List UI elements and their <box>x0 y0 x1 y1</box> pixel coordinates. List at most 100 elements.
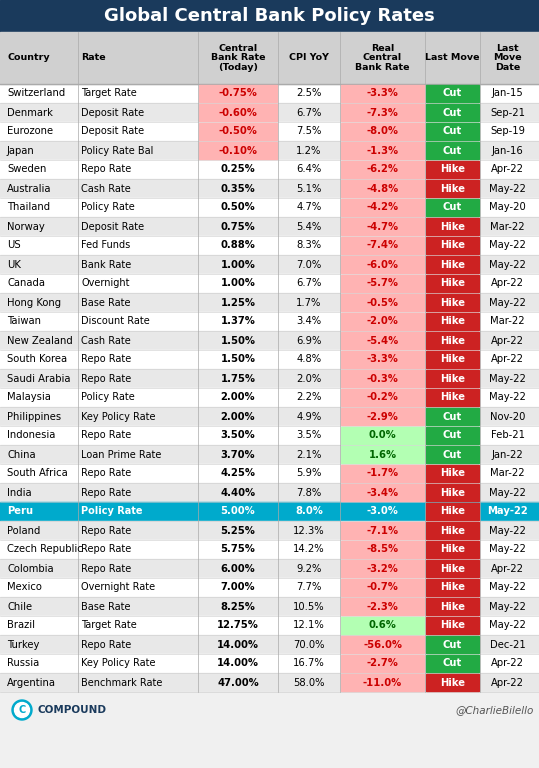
Text: Mar-22: Mar-22 <box>490 468 525 478</box>
Text: -0.60%: -0.60% <box>218 108 258 118</box>
Bar <box>0 255 539 274</box>
Bar <box>0 483 539 502</box>
Text: Jan-15: Jan-15 <box>492 88 523 98</box>
Text: Saudi Arabia: Saudi Arabia <box>7 373 71 383</box>
Bar <box>426 446 479 463</box>
Text: 7.7%: 7.7% <box>296 582 322 592</box>
Text: -2.7%: -2.7% <box>367 658 398 668</box>
Text: Hike: Hike <box>440 545 465 554</box>
Text: Colombia: Colombia <box>7 564 53 574</box>
Bar <box>426 427 479 444</box>
Bar <box>0 521 539 540</box>
Text: -0.2%: -0.2% <box>367 392 398 402</box>
Bar <box>426 237 479 254</box>
Bar <box>0 274 539 293</box>
Text: Cut: Cut <box>443 145 462 155</box>
Text: 14.00%: 14.00% <box>217 658 259 668</box>
Text: Hike: Hike <box>440 621 465 631</box>
Text: Sweden: Sweden <box>7 164 46 174</box>
Text: 12.75%: 12.75% <box>217 621 259 631</box>
Text: 1.50%: 1.50% <box>220 355 255 365</box>
Text: Cut: Cut <box>443 431 462 441</box>
Bar <box>0 673 539 692</box>
Text: Base Rate: Base Rate <box>81 297 130 307</box>
Text: 5.9%: 5.9% <box>296 468 322 478</box>
Text: Benchmark Rate: Benchmark Rate <box>81 677 162 687</box>
Bar <box>426 408 479 425</box>
Text: CPI YoY: CPI YoY <box>289 54 329 62</box>
Bar <box>426 636 479 653</box>
Text: 4.7%: 4.7% <box>296 203 322 213</box>
Text: Hike: Hike <box>440 488 465 498</box>
Text: -1.7%: -1.7% <box>367 468 398 478</box>
Text: New Zealand: New Zealand <box>7 336 73 346</box>
Text: 1.75%: 1.75% <box>220 373 255 383</box>
Text: 4.9%: 4.9% <box>296 412 322 422</box>
Bar <box>0 616 539 635</box>
Bar <box>0 32 539 84</box>
Bar <box>0 635 539 654</box>
Text: Repo Rate: Repo Rate <box>81 488 132 498</box>
Text: -0.5%: -0.5% <box>367 297 398 307</box>
Text: Mar-22: Mar-22 <box>490 316 525 326</box>
Text: Russia: Russia <box>7 658 39 668</box>
Text: Fed Funds: Fed Funds <box>81 240 130 250</box>
Bar <box>0 445 539 464</box>
Text: Rate: Rate <box>81 54 106 62</box>
Text: -5.7%: -5.7% <box>367 279 398 289</box>
Bar <box>0 312 539 331</box>
Text: 5.25%: 5.25% <box>220 525 255 535</box>
Text: Cut: Cut <box>443 412 462 422</box>
Text: Real
Central
Bank Rate: Real Central Bank Rate <box>355 44 410 72</box>
Text: -2.3%: -2.3% <box>367 601 398 611</box>
Text: Jan-16: Jan-16 <box>492 145 523 155</box>
Text: Apr-22: Apr-22 <box>491 658 524 668</box>
Text: Cash Rate: Cash Rate <box>81 336 131 346</box>
Bar <box>426 199 479 216</box>
Text: Target Rate: Target Rate <box>81 621 137 631</box>
Text: May-22: May-22 <box>489 545 526 554</box>
Circle shape <box>15 703 30 717</box>
Text: May-22: May-22 <box>489 601 526 611</box>
Text: India: India <box>7 488 32 498</box>
Text: -0.10%: -0.10% <box>218 145 258 155</box>
Bar <box>426 655 479 672</box>
Bar <box>0 654 539 673</box>
Text: Apr-22: Apr-22 <box>491 677 524 687</box>
Bar <box>0 84 539 103</box>
Text: May-22: May-22 <box>489 184 526 194</box>
Text: Czech Republic: Czech Republic <box>7 545 83 554</box>
Bar <box>341 617 424 634</box>
Text: -7.1%: -7.1% <box>367 525 398 535</box>
Bar <box>341 560 424 577</box>
Bar <box>341 446 424 463</box>
Text: 6.00%: 6.00% <box>220 564 255 574</box>
Text: Repo Rate: Repo Rate <box>81 545 132 554</box>
Text: Apr-22: Apr-22 <box>491 355 524 365</box>
Text: Turkey: Turkey <box>7 640 39 650</box>
Bar <box>341 199 424 216</box>
Text: Policy Rate: Policy Rate <box>81 392 135 402</box>
Bar <box>341 332 424 349</box>
Bar <box>0 597 539 616</box>
Text: Philippines: Philippines <box>7 412 61 422</box>
Text: Cash Rate: Cash Rate <box>81 184 131 194</box>
Bar <box>0 0 539 32</box>
Text: Indonesia: Indonesia <box>7 431 56 441</box>
Text: -0.7%: -0.7% <box>367 582 398 592</box>
Text: 47.00%: 47.00% <box>217 677 259 687</box>
Text: Hike: Hike <box>440 601 465 611</box>
Text: 14.00%: 14.00% <box>217 640 259 650</box>
Bar <box>341 465 424 482</box>
Text: 7.00%: 7.00% <box>220 582 255 592</box>
Text: Key Policy Rate: Key Policy Rate <box>81 658 155 668</box>
Text: -8.5%: -8.5% <box>367 545 398 554</box>
Bar <box>0 502 539 521</box>
Bar <box>341 427 424 444</box>
Bar <box>426 560 479 577</box>
Text: May-22: May-22 <box>489 240 526 250</box>
Bar <box>341 85 424 102</box>
Text: Hike: Hike <box>440 373 465 383</box>
Bar <box>426 674 479 691</box>
Text: -3.2%: -3.2% <box>367 564 398 574</box>
